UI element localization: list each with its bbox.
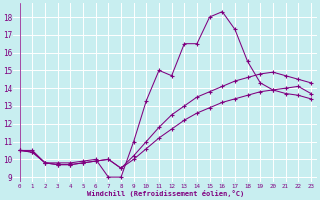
X-axis label: Windchill (Refroidissement éolien,°C): Windchill (Refroidissement éolien,°C) bbox=[87, 190, 244, 197]
